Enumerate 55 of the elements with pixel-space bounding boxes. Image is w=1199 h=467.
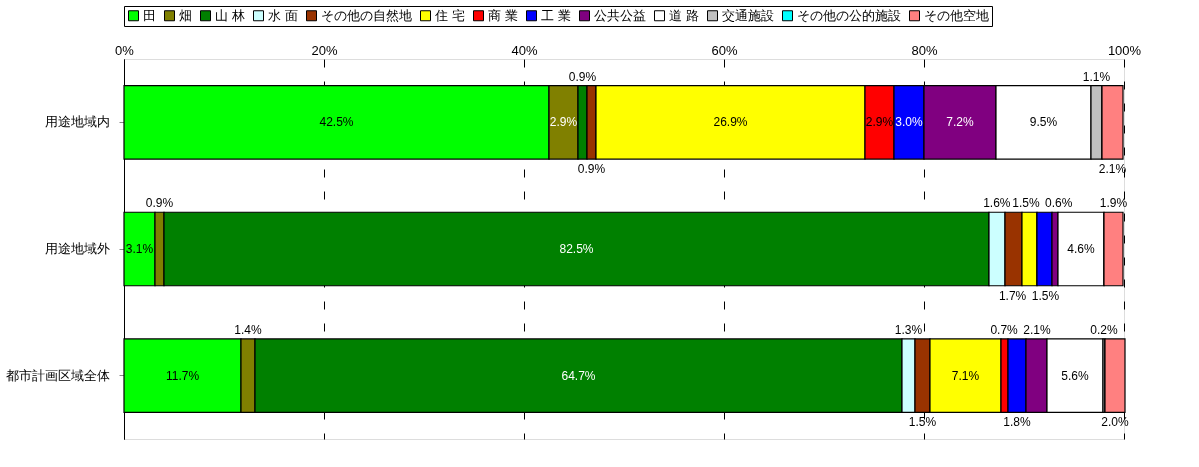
legend-label: 住 宅 [434,7,465,23]
data-label: 1.7% [998,288,1027,303]
data-label: 2.0% [1101,415,1129,430]
data-label: 26.9% [713,115,748,130]
legend-label: 田 [143,7,156,23]
data-label: 1.5% [1012,196,1040,211]
data-label: 82.5% [559,242,594,256]
legend-label: 水 面 [268,7,298,23]
data-label: 0.6% [1045,196,1073,211]
data-label: 2.1% [1098,162,1127,177]
data-label: 7.2% [946,115,974,130]
y-tick-label: 都市計画区域全体 [5,367,110,383]
legend-label: 交通施設 [722,7,774,23]
legend-label: 商 業 [488,7,518,23]
legend-label: 山 林 [215,7,245,23]
legend-label: 工 業 [541,7,571,23]
data-label: 5.6% [1061,368,1089,383]
data-label: 1.6% [983,196,1011,211]
y-tick-label: 用途地域外 [44,241,110,256]
data-label: 2.9% [865,115,894,130]
data-label: 2.9% [549,115,578,130]
data-label: 1.4% [234,322,262,337]
legend-label: その他空地 [924,7,989,23]
y-tick-label: 用途地域内 [44,114,110,130]
x-tick-label: 0% [115,42,135,58]
data-label: 0.9% [145,196,174,211]
data-label: 4.6% [1067,242,1095,256]
x-tick-label: 20% [311,42,338,58]
data-label: 11.7% [165,368,200,383]
legend-label: その他の自然地 [321,7,412,23]
x-tick-label: 40% [511,42,538,58]
data-label: 2.1% [1023,322,1051,337]
data-label: 1.5% [908,415,937,430]
data-label: 1.1% [1082,69,1111,84]
x-tick-label: 60% [711,42,738,58]
data-label: 9.5% [1029,115,1058,130]
data-label: 42.5% [319,115,354,130]
data-label: 0.2% [1090,322,1118,337]
x-tick-label: 80% [911,42,938,58]
legend-label: 公共公益 [594,7,646,23]
data-label: 0.7% [990,322,1019,337]
legend-label: 畑 [179,7,192,23]
data-label: 1.5% [1031,288,1060,303]
data-label: 0.9% [568,69,597,84]
data-label: 7.1% [951,368,980,383]
x-tick-label: 100% [1107,42,1142,58]
data-label: 1.3% [894,322,923,337]
data-label: 64.7% [561,368,596,383]
legend-label: 道 路 [669,7,699,23]
data-label: 3.0% [895,115,923,130]
legend-label: その他の公的施設 [797,7,901,23]
data-label: 1.9% [1099,196,1128,211]
data-label: 0.9% [577,162,606,177]
data-label: 3.1% [125,242,154,256]
data-label: 1.8% [1003,415,1031,430]
